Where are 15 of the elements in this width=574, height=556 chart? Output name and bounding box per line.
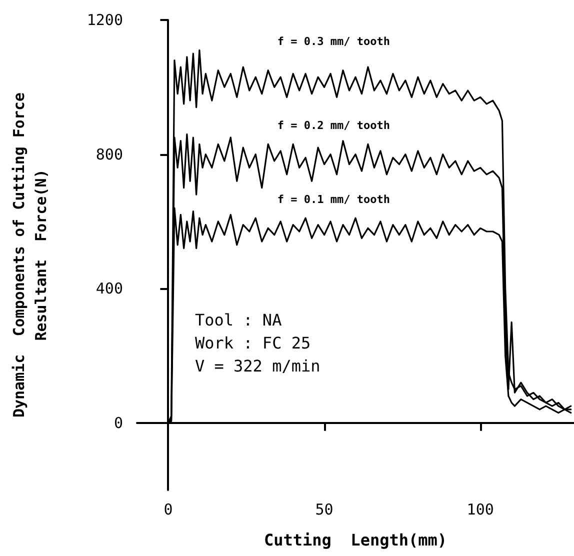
text: f = 0.3 mm/ tooth <box>277 35 390 48</box>
annotation: V = 322 m/min <box>195 356 320 376</box>
y-tick-label: 0 <box>114 414 123 432</box>
x-tick-label: 0 <box>164 500 173 518</box>
x-tick-label: 50 <box>315 500 334 518</box>
x-axis-title: Cutting Length(mm) <box>264 530 448 550</box>
y-tick-label: 400 <box>96 280 123 298</box>
annotation: Work : FC 25 <box>195 334 311 352</box>
y-axis-title: Dynamic Components of Cutting Force Resultant Force(N) <box>10 92 50 418</box>
annotation: Tool : NA <box>195 310 282 330</box>
series-label: f = 0.2 mm/ tooth <box>277 119 390 132</box>
series-label: f = 0.1 mm/ tooth <box>277 193 390 206</box>
y-tick-label: 800 <box>96 145 123 164</box>
y-tick-label: 1200 <box>86 11 123 29</box>
x-tick-label: 100 <box>466 500 494 518</box>
